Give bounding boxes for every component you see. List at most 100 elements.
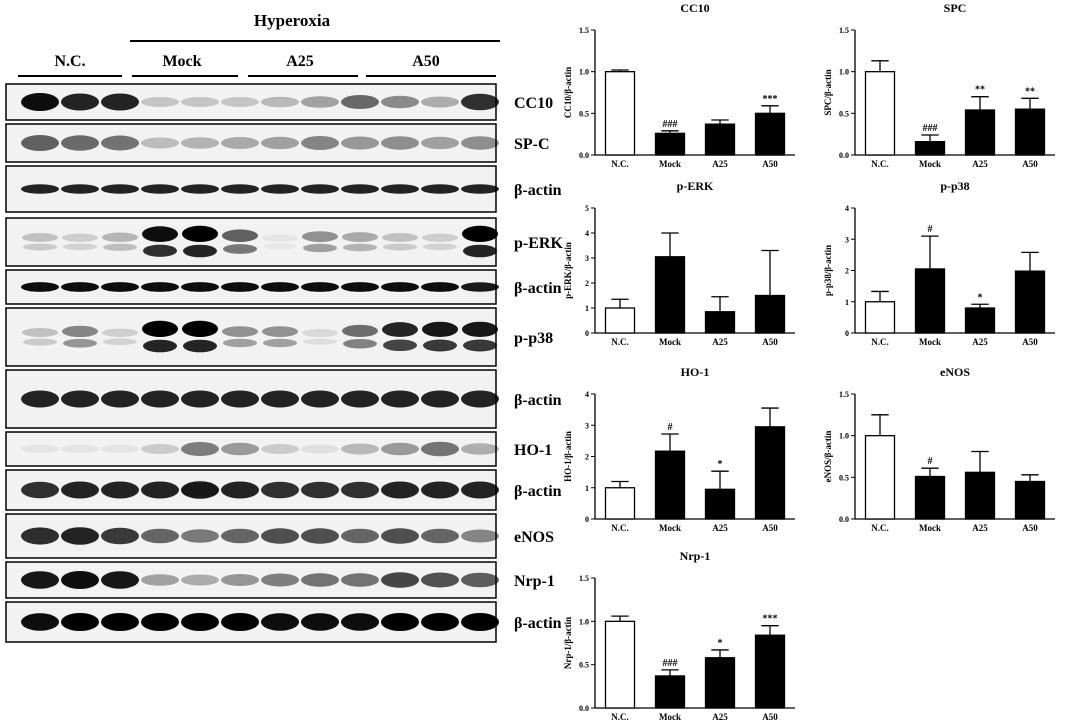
band [183,244,217,258]
band [463,244,497,258]
band [461,390,499,408]
band [221,137,259,149]
band [221,574,259,586]
y-tick-label: 0.5 [579,109,589,118]
significance-mark: ### [923,123,938,134]
band [462,321,498,337]
band [381,613,419,631]
band [383,243,417,251]
significance-mark: # [928,456,933,467]
x-tick-label: Mock [659,523,681,533]
x-tick-label: N.C. [611,523,629,533]
x-tick-label: N.C. [611,712,629,722]
bar-N.C. [604,71,636,156]
band [462,225,498,242]
chart-title: HO-1 [681,365,710,379]
blot-label: p-p38 [514,330,553,347]
band [341,95,379,109]
band [262,234,298,242]
y-axis-label: HO-1/β-actin [563,431,573,482]
y-tick-label: 1.5 [579,26,589,35]
bar-A50 [1014,270,1046,334]
band [101,481,139,499]
band [341,443,379,455]
band [422,233,458,243]
band [61,481,99,499]
band [262,326,298,337]
bar-N.C. [864,435,896,520]
band [181,390,219,408]
band [342,324,378,337]
y-tick-label: 2 [845,267,849,276]
group-label-nc: N.C. [54,53,85,70]
chart-HO-1: HO-1 0 1 2 3 4 HO-1/β-actin N.C. # Mock * A25 A50 [563,365,795,533]
band [62,325,98,337]
band [141,574,179,586]
band [381,390,419,408]
band [181,574,219,586]
band [221,613,259,631]
blot-row-6: β-actin [5,369,562,429]
x-tick-label: A50 [762,337,778,347]
band [261,136,299,150]
band [381,95,419,109]
bar-A50 [754,294,786,334]
blot-row-2: β-actin [5,165,562,213]
y-tick-label: 4 [585,390,589,399]
y-tick-label: 0.0 [579,151,589,160]
band [141,613,179,631]
band [21,93,59,111]
chart-title: Nrp-1 [680,549,711,563]
band [62,233,98,243]
blot-label: β-actin [514,483,562,500]
band [101,571,139,589]
bar-Mock [654,675,686,709]
band [181,613,219,631]
y-tick-label: 1.5 [839,26,849,35]
y-axis-label: p-p38/β-actin [823,245,833,296]
bar-Mock [654,132,686,156]
band [421,96,459,108]
band [461,443,499,455]
bar-Mock [914,268,946,334]
band [423,243,457,251]
band [181,137,219,149]
band [182,320,218,337]
band [342,232,378,242]
band [141,528,179,544]
y-tick-label: 0.5 [579,661,589,670]
band [21,444,59,454]
band [421,613,459,631]
chart-eNOS: eNOS 0.0 0.5 1.0 1.5 eNOS/β-actin N.C. # Mock A25… [823,365,1055,533]
band [181,529,219,543]
band [21,571,59,589]
y-tick-label: 1.5 [579,574,589,583]
y-tick-label: 1.0 [839,68,849,77]
bar-A25 [704,123,736,156]
band [381,184,419,194]
band [461,136,499,150]
band [63,338,97,348]
bar-Mock [654,256,686,334]
significance-mark: # [668,422,673,433]
band [222,229,258,242]
band [381,442,419,456]
x-tick-label: A50 [1022,337,1038,347]
band [183,339,217,353]
band [343,243,377,252]
bar-A25 [964,109,996,156]
chart-CC10: CC10 0.0 0.5 1.0 1.5 CC10/β-actin N.C. ### Mock A… [563,1,795,169]
significance-mark: ### [663,658,678,669]
band [142,320,178,337]
blot-row-4: β-actin [5,269,562,305]
band [61,184,99,194]
band [421,390,459,408]
band [341,184,379,194]
band [421,528,459,544]
blot-row-8: β-actin [5,469,562,511]
band [143,244,177,257]
chart-p-p38: p-p38 0 1 2 3 4 p-p38/β-actin N.C. # Mock * A25 A50 [823,179,1055,347]
significance-mark: ** [975,85,985,96]
band [141,97,179,107]
bar-A50 [1014,480,1046,520]
